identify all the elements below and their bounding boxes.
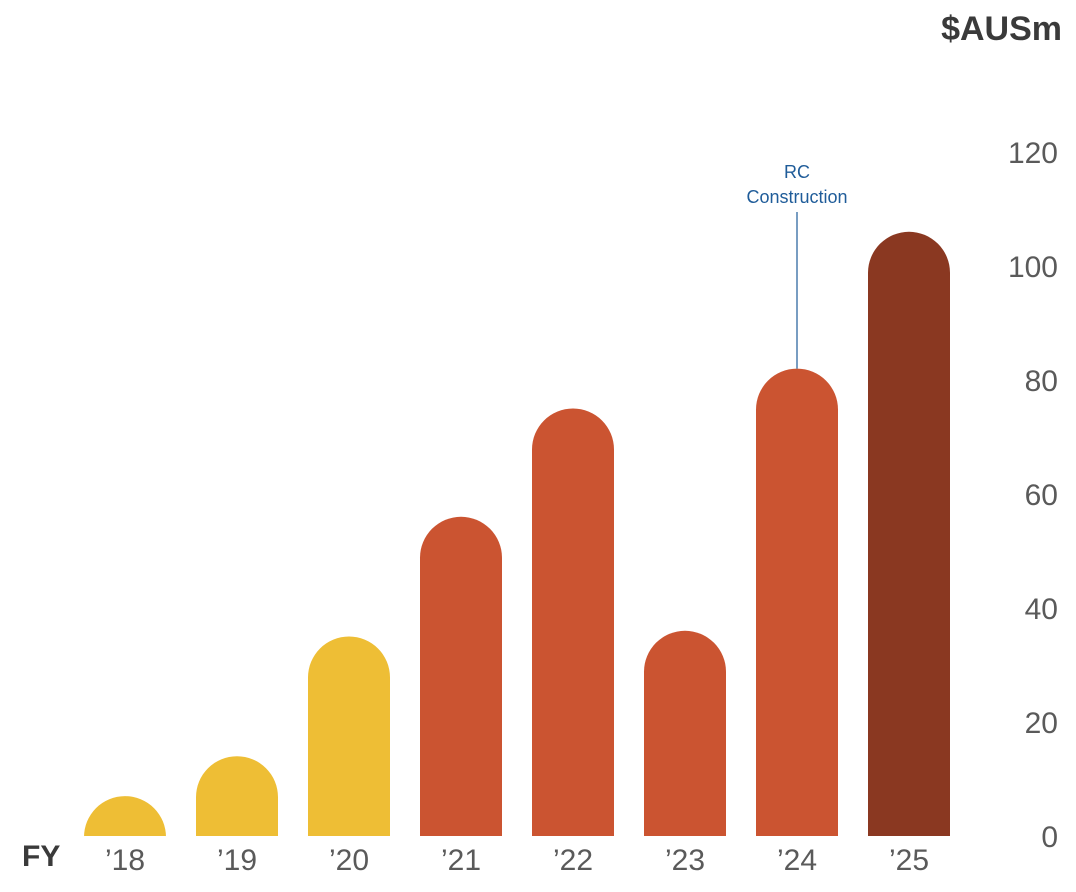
y-axis-unit-label: $AUSm [941,10,1062,48]
x-tick-label: ’22 [553,844,593,877]
x-tick-label: ’24 [777,844,817,877]
y-tick-label: 80 [1025,365,1058,398]
y-tick-label: 0 [1041,821,1058,854]
x-tick-label: ’19 [217,844,257,877]
bar-7 [867,231,950,836]
y-tick-label: 60 [1025,479,1058,512]
bar-1 [196,756,278,836]
y-tick-label: 40 [1025,593,1058,626]
bar-3 [420,516,502,836]
x-tick-label: ’23 [665,844,705,877]
y-tick-label: 100 [1008,251,1058,284]
y-tick-label: 120 [1008,137,1058,170]
x-tick-label: ’20 [329,844,369,877]
bar-0 [84,796,166,838]
x-tick-label: ’21 [441,844,481,877]
bar-6 [756,368,838,836]
x-tick-label: ’18 [105,844,145,877]
y-tick-label: 20 [1025,707,1058,740]
annotation-label: RC Construction [746,162,847,207]
x-axis-title: FY [22,840,61,873]
bar-5 [644,630,726,836]
x-tick-label: ’25 [889,844,929,877]
bar-2 [308,636,390,836]
bar-4 [532,408,614,836]
